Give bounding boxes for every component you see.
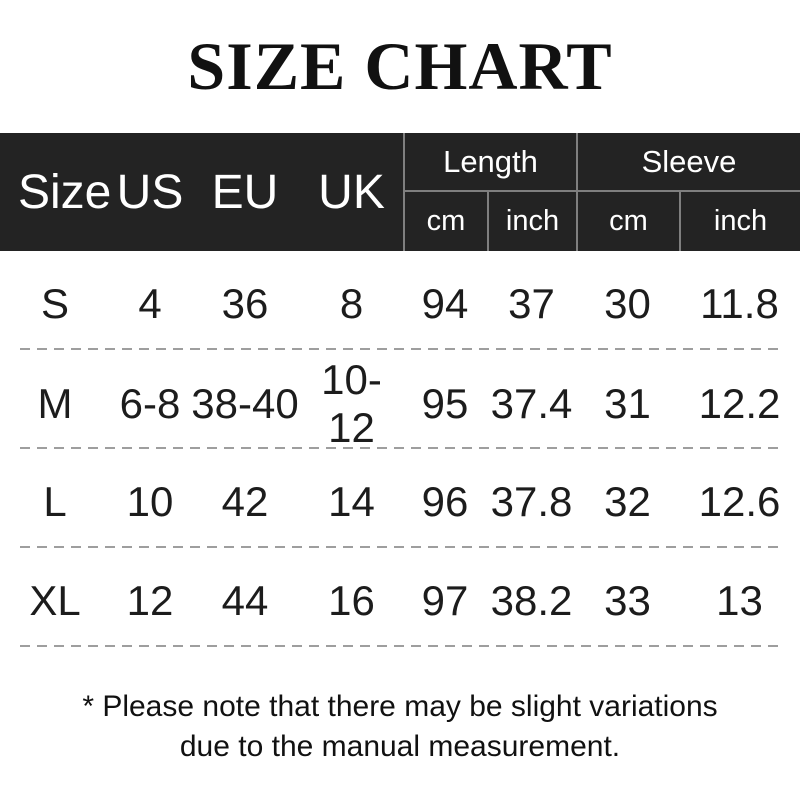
table-row-l: L 10 42 14 96 37.8 32 12.6 [0, 449, 800, 548]
measurement-note-line2: due to the manual measurement. [179, 730, 621, 763]
eu-cell: 38-40 [191, 380, 299, 427]
header-us: US [116, 165, 184, 219]
header-eu: EU [211, 165, 279, 219]
length-inch-cell: 37 [508, 279, 555, 327]
uk-cell: 16 [328, 576, 375, 624]
sleeve-cm-cell: 33 [604, 576, 651, 624]
sleeve-cm-cell: 30 [604, 279, 651, 327]
sleeve-cm-cell: 31 [604, 380, 651, 427]
eu-cell: 44 [221, 576, 269, 624]
size-cell: XL [29, 576, 81, 624]
table-row-xl: XL 12 44 16 97 38.2 33 13 [0, 548, 800, 647]
table-row-s: S 4 36 8 94 37 30 11.8 [0, 251, 800, 350]
uk-cell: 10-12 [321, 356, 382, 451]
size-cell: L [43, 477, 67, 525]
header-left-section: Size US EU UK [0, 133, 403, 251]
header-sleeve-group: Sleeve [576, 133, 800, 192]
table-row-m: M 6-8 38-40 10-12 95 37.4 31 12.2 [0, 350, 800, 451]
header-uk: UK [318, 165, 385, 219]
us-cell: 12 [126, 576, 174, 624]
us-cell: 6-8 [119, 380, 181, 427]
length-cm-cell: 96 [421, 477, 469, 525]
sleeve-inch-cell: 13 [716, 576, 763, 624]
header-size: Size [18, 165, 112, 219]
uk-cell: 8 [339, 279, 364, 327]
header-sleeve-inch: inch [679, 192, 800, 251]
uk-cell: 14 [328, 477, 375, 525]
us-cell: 10 [126, 477, 174, 525]
sleeve-cm-cell: 32 [604, 477, 651, 525]
header-sleeve-cm: cm [576, 192, 679, 251]
header-length-group: Length [403, 133, 576, 192]
length-cm-cell: 97 [421, 576, 469, 624]
page-title: SIZE CHART [187, 28, 613, 104]
size-chart-header: Size US EU UK Length Sleeve cm inch cm i… [0, 133, 800, 251]
length-cm-cell: 94 [421, 279, 469, 327]
length-cm-cell: 95 [421, 380, 469, 427]
measurement-note-line1: * Please note that there may be slight v… [82, 690, 718, 723]
size-cell: M [37, 380, 73, 427]
length-inch-cell: 37.4 [490, 380, 573, 427]
length-inch-cell: 38.2 [490, 576, 573, 624]
header-length-cm: cm [403, 192, 487, 251]
header-length-inch: inch [487, 192, 576, 251]
eu-cell: 36 [221, 279, 269, 327]
eu-cell: 42 [221, 477, 269, 525]
us-cell: 4 [138, 279, 162, 327]
length-inch-cell: 37.8 [490, 477, 573, 525]
measurement-note: * Please note that there may be slight v… [0, 687, 800, 767]
size-cell: S [40, 279, 69, 327]
sleeve-inch-cell: 12.6 [698, 477, 781, 525]
sleeve-inch-cell: 12.2 [698, 380, 781, 427]
sleeve-inch-cell: 11.8 [700, 279, 779, 327]
